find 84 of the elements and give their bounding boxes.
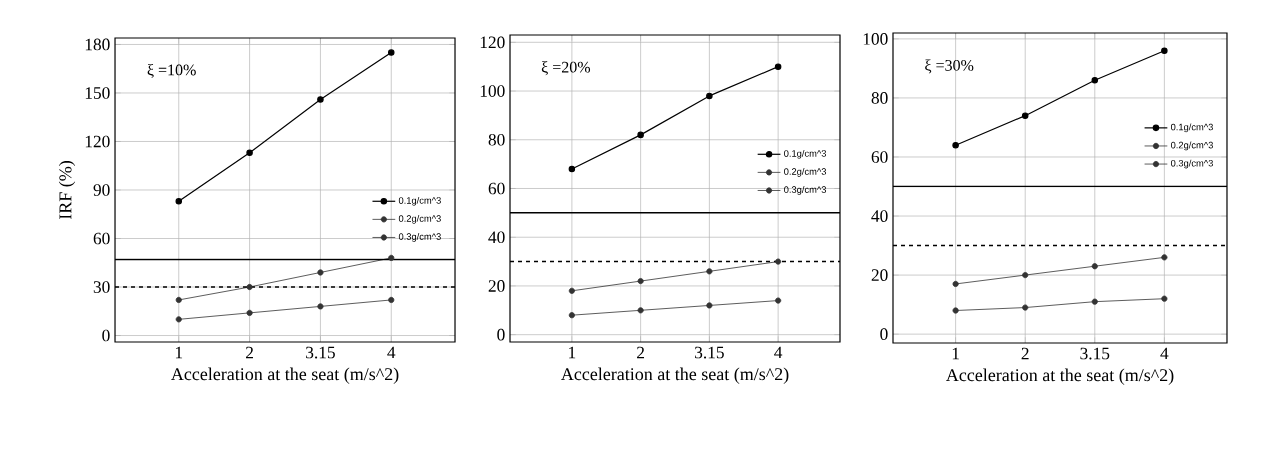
legend-label: 0.2g/cm^3 <box>398 215 441 224</box>
y-tick-label: 0 <box>102 329 110 342</box>
legend-label: 0.2g/cm^3 <box>784 168 827 177</box>
x-tick-label: 3.15 <box>306 346 335 359</box>
legend-label: 0.3g/cm^3 <box>398 233 441 242</box>
legend-label: 0.2g/cm^3 <box>1170 141 1213 151</box>
y-tick-label: 60 <box>93 232 110 245</box>
y-tick-label: 80 <box>488 133 505 146</box>
point <box>246 309 253 316</box>
point <box>774 63 782 70</box>
point <box>637 131 644 139</box>
point <box>1091 76 1099 84</box>
x-tick-label: 4 <box>387 346 396 359</box>
point <box>1161 295 1168 302</box>
point <box>1021 112 1029 119</box>
point <box>175 198 183 205</box>
x-axis-title: Acceleration at the seat (m/s^2) <box>945 368 1174 385</box>
y-tick-label: 60 <box>871 151 888 163</box>
point <box>388 296 395 304</box>
x-tick-label: 1 <box>569 346 576 359</box>
point <box>1022 304 1029 311</box>
y-tick-label: 30 <box>93 281 110 293</box>
y-tick-label: 100 <box>863 33 888 45</box>
annotation: ξ =10% <box>147 63 196 78</box>
y-tick-label: 20 <box>488 280 505 292</box>
point <box>317 269 324 276</box>
y-tick-label: 40 <box>488 231 505 244</box>
point <box>568 287 575 294</box>
point <box>568 165 576 173</box>
y-tick-label: 60 <box>488 182 505 195</box>
point <box>1022 272 1029 279</box>
y-tick-label: 20 <box>871 269 888 281</box>
point <box>775 258 782 265</box>
x-tick-label: 2 <box>637 346 645 359</box>
point <box>1161 47 1168 54</box>
legend-label: 0.3g/cm^3 <box>784 186 827 195</box>
point <box>706 92 713 100</box>
point <box>1091 263 1098 270</box>
x-tick-label: 4 <box>774 346 783 359</box>
legend-label: 0.1g/cm^3 <box>784 149 827 159</box>
point <box>387 49 395 56</box>
y-tick-label: 0 <box>880 328 888 340</box>
legend-label: 0.1g/cm^3 <box>1170 123 1213 133</box>
annotation: ξ =30% <box>925 59 974 74</box>
y-tick-label: 120 <box>480 36 505 49</box>
point <box>388 254 395 261</box>
point <box>637 307 644 314</box>
legend-label: 0.3g/cm^3 <box>1170 159 1213 169</box>
y-tick-label: 80 <box>871 92 888 104</box>
y-tick-label: 40 <box>871 210 888 222</box>
point <box>637 278 644 285</box>
annotation: ξ =20% <box>541 61 591 76</box>
y-tick-label: 150 <box>85 87 110 99</box>
point <box>175 296 182 304</box>
point <box>706 302 713 309</box>
point <box>317 96 324 103</box>
legend-label: 0.1g/cm^3 <box>398 196 441 206</box>
point <box>175 316 182 323</box>
x-tick-label: 2 <box>1021 347 1029 360</box>
x-tick-label: 3.15 <box>695 346 724 359</box>
point <box>246 283 253 291</box>
point <box>952 141 959 149</box>
x-tick-label: 3.15 <box>1080 347 1110 360</box>
point <box>246 149 253 157</box>
point <box>952 280 959 288</box>
y-tick-label: 100 <box>480 85 505 97</box>
point <box>1091 298 1098 305</box>
point <box>706 268 713 275</box>
y-tick-label: 90 <box>93 184 110 196</box>
y-tick-label: 180 <box>85 38 110 51</box>
point <box>1161 254 1168 261</box>
x-tick-label: 2 <box>246 346 253 359</box>
point <box>568 312 575 319</box>
x-tick-label: 1 <box>175 346 183 359</box>
y-tick-label: 0 <box>497 328 505 341</box>
x-tick-label: 4 <box>1160 347 1169 360</box>
y-tick-label: 120 <box>85 135 110 148</box>
point <box>775 297 782 304</box>
y-axis-title: IRF (%) <box>58 161 76 220</box>
x-tick-label: 1 <box>952 347 959 360</box>
point <box>952 307 959 314</box>
x-axis-title: Acceleration at the seat (m/s^2) <box>171 367 399 384</box>
x-axis-title: Acceleration at the seat (m/s^2) <box>561 367 789 384</box>
point <box>317 303 324 310</box>
